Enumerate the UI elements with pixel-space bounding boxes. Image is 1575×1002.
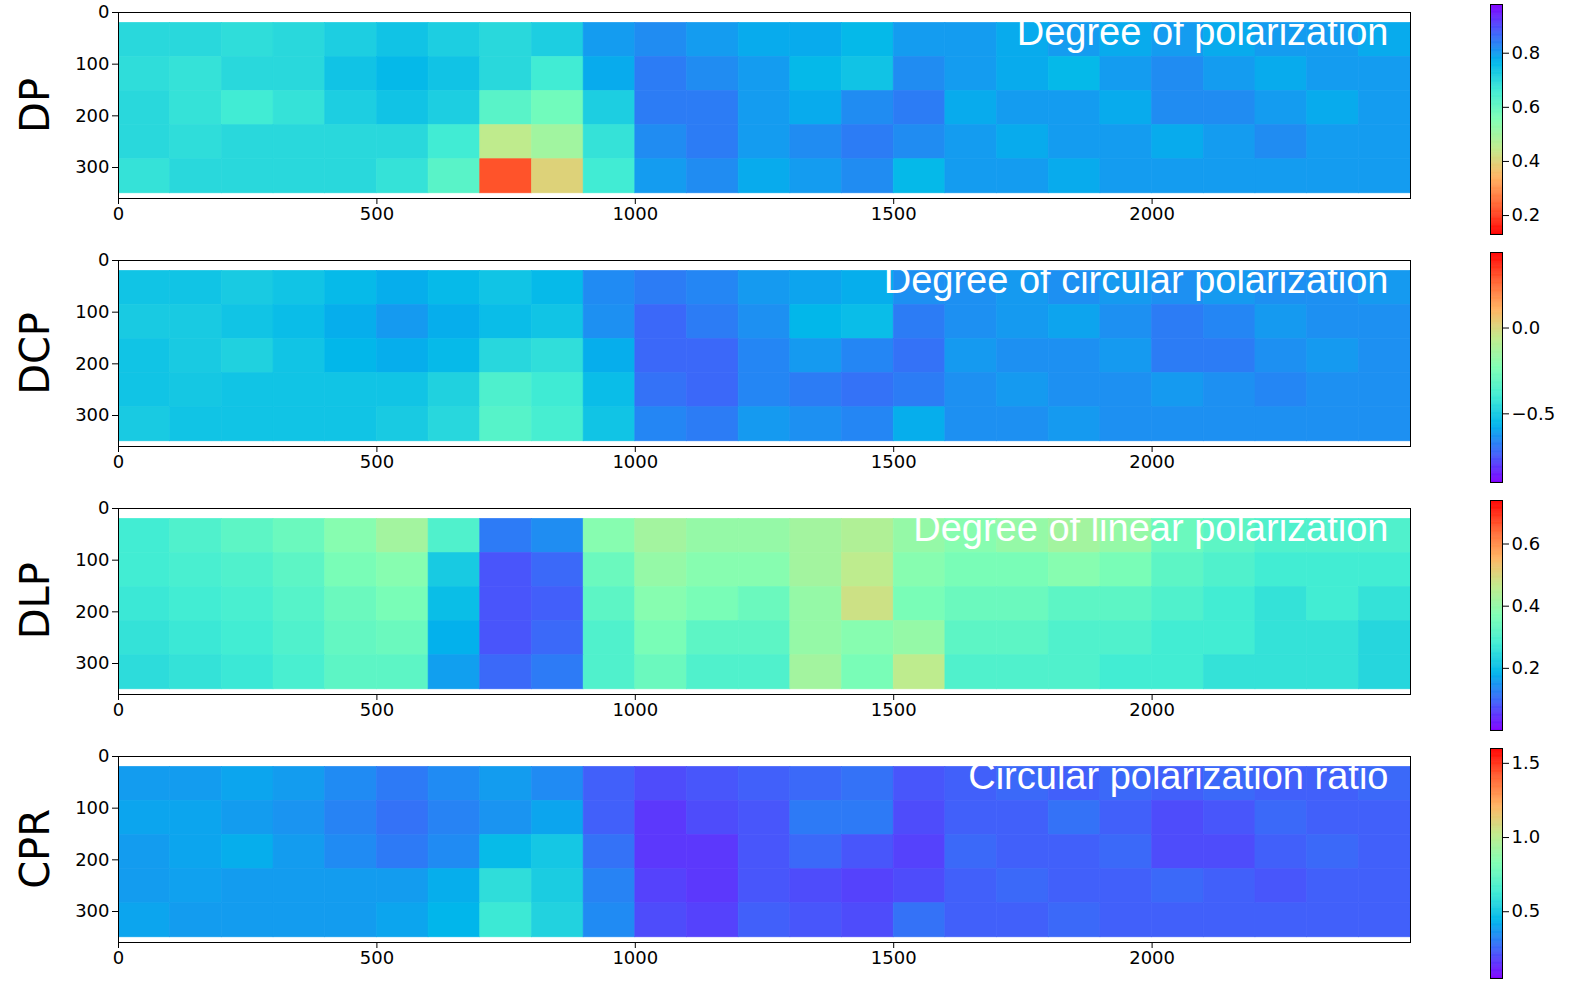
svg-text:1500: 1500 [871,451,917,472]
svg-text:300: 300 [75,156,109,177]
svg-text:1500: 1500 [871,947,917,968]
svg-text:0: 0 [98,1,109,22]
html-text:DCP: DCP [12,311,58,395]
svg-text:500: 500 [360,947,394,968]
svg-text:0.8: 0.8 [1512,42,1541,63]
svg-text:100: 100 [75,549,109,570]
svg-text:1000: 1000 [612,203,658,224]
svg-text:Degree of polarization: Degree of polarization [1017,11,1389,53]
svg-text:100: 100 [75,53,109,74]
svg-text:0.4: 0.4 [1512,595,1541,616]
svg-text:300: 300 [75,404,109,425]
svg-text:300: 300 [75,900,109,921]
svg-text:200: 200 [75,105,109,126]
svg-text:0: 0 [113,451,124,472]
svg-text:Circular polarization ratio: Circular polarization ratio [968,755,1388,797]
svg-text:1.5: 1.5 [1512,752,1541,773]
svg-text:0: 0 [98,249,109,270]
html-text:CPR: CPR [12,809,58,889]
svg-text:0: 0 [113,947,124,968]
svg-text:0.5: 0.5 [1512,900,1541,921]
svg-text:500: 500 [360,699,394,720]
svg-text:0.2: 0.2 [1512,657,1541,678]
svg-text:0.6: 0.6 [1512,96,1541,117]
svg-text:0.6: 0.6 [1512,533,1541,554]
svg-text:0.0: 0.0 [1512,317,1541,338]
svg-text:0: 0 [113,699,124,720]
svg-text:1.0: 1.0 [1512,826,1541,847]
svg-text:0.4: 0.4 [1512,150,1541,171]
svg-text:0: 0 [98,497,109,518]
svg-text:2000: 2000 [1129,203,1175,224]
html-text:DLP: DLP [12,562,58,640]
svg-text:Degree of circular polarizatio: Degree of circular polarization [884,259,1389,301]
svg-text:−0.5: −0.5 [1512,403,1556,424]
svg-text:2000: 2000 [1129,699,1175,720]
svg-text:300: 300 [75,652,109,673]
svg-text:2000: 2000 [1129,451,1175,472]
svg-text:0: 0 [113,203,124,224]
svg-text:100: 100 [75,797,109,818]
svg-text:200: 200 [75,353,109,374]
svg-text:1000: 1000 [612,947,658,968]
svg-text:500: 500 [360,203,394,224]
svg-text:2000: 2000 [1129,947,1175,968]
svg-text:1500: 1500 [871,203,917,224]
html-text:DP: DP [12,77,58,133]
svg-text:500: 500 [360,451,394,472]
svg-text:0: 0 [98,745,109,766]
svg-text:0.2: 0.2 [1512,204,1541,225]
svg-text:200: 200 [75,849,109,870]
svg-text:Degree of linear polarization: Degree of linear polarization [913,507,1388,549]
svg-text:200: 200 [75,601,109,622]
svg-text:1500: 1500 [871,699,917,720]
svg-text:1000: 1000 [612,451,658,472]
svg-text:100: 100 [75,301,109,322]
svg-text:1000: 1000 [612,699,658,720]
